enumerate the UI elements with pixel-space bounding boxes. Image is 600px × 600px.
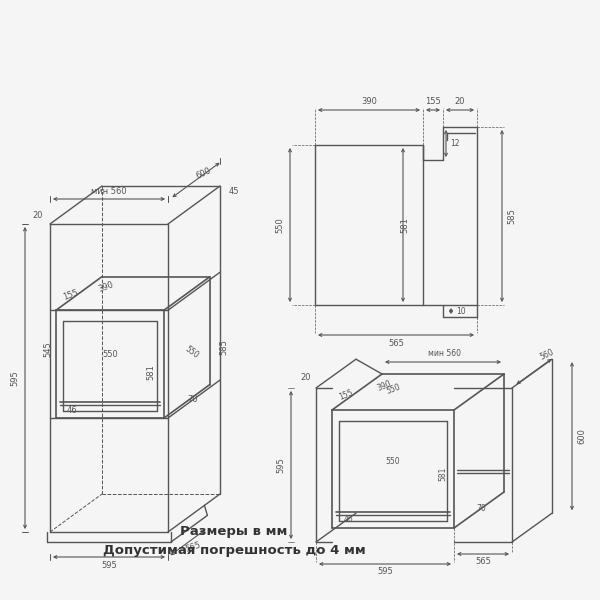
Text: 20: 20: [33, 211, 43, 220]
Text: 600: 600: [577, 428, 587, 444]
Text: 10: 10: [456, 307, 466, 316]
Text: 20: 20: [455, 97, 465, 107]
Text: 595: 595: [11, 370, 19, 386]
Text: 45: 45: [229, 187, 239, 196]
Text: 12: 12: [450, 139, 460, 148]
Text: 595: 595: [101, 560, 117, 569]
Text: 155: 155: [425, 97, 441, 107]
Text: 46: 46: [343, 515, 353, 524]
Text: 20: 20: [301, 373, 311, 383]
Text: 581: 581: [439, 467, 448, 481]
Text: 70: 70: [476, 504, 487, 513]
Text: 565: 565: [184, 541, 202, 554]
Text: 70: 70: [187, 395, 197, 404]
Text: Размеры в мм: Размеры в мм: [181, 524, 287, 538]
Text: 155: 155: [62, 287, 80, 301]
Text: 595: 595: [277, 457, 286, 473]
Text: 581: 581: [401, 217, 409, 233]
Text: 595: 595: [377, 568, 393, 577]
Text: 550: 550: [275, 217, 284, 233]
Text: 390: 390: [376, 379, 392, 392]
Text: 550: 550: [386, 457, 400, 466]
Text: 390: 390: [97, 280, 115, 294]
Text: 585: 585: [508, 208, 517, 224]
Text: 46: 46: [67, 406, 77, 415]
Text: 550: 550: [385, 382, 401, 396]
Text: мин 560: мин 560: [428, 349, 461, 358]
Text: 550: 550: [102, 350, 118, 359]
Text: 560: 560: [538, 348, 556, 362]
Text: 545: 545: [44, 341, 53, 357]
Text: 565: 565: [475, 557, 491, 566]
Text: 600: 600: [195, 166, 213, 181]
Text: 565: 565: [388, 338, 404, 347]
Text: 585: 585: [219, 340, 228, 355]
Text: 550: 550: [184, 344, 201, 361]
Text: 581: 581: [146, 364, 155, 380]
Text: 155: 155: [338, 389, 355, 402]
Text: Допустимая погрешность до 4 мм: Допустимая погрешность до 4 мм: [103, 544, 365, 557]
Text: 390: 390: [361, 97, 377, 107]
Text: мин 560: мин 560: [91, 187, 127, 196]
